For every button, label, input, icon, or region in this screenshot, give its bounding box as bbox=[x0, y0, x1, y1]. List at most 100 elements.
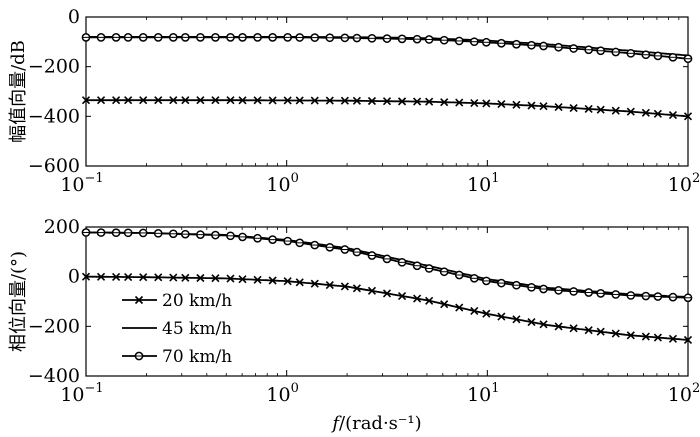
y-axis-label: 相位向量/(°) bbox=[8, 251, 29, 352]
data-point bbox=[611, 329, 620, 338]
data-point bbox=[340, 282, 349, 291]
data-point bbox=[283, 96, 292, 105]
data-point bbox=[512, 100, 521, 109]
data-point bbox=[238, 96, 247, 105]
data-point bbox=[325, 280, 334, 290]
data-point bbox=[539, 320, 548, 329]
data-point bbox=[124, 96, 133, 105]
y-tick-label: −600 bbox=[28, 155, 80, 177]
data-point bbox=[181, 273, 190, 282]
data-point bbox=[268, 96, 277, 105]
data-point bbox=[397, 291, 407, 301]
data-point bbox=[569, 103, 578, 113]
data-point bbox=[413, 97, 422, 106]
data-point bbox=[653, 109, 662, 118]
data-point bbox=[683, 335, 693, 345]
data-point bbox=[470, 98, 479, 108]
data-point bbox=[455, 303, 464, 312]
data-point bbox=[96, 96, 106, 105]
data-point bbox=[310, 279, 319, 288]
data-point bbox=[283, 277, 292, 286]
data-point bbox=[455, 98, 464, 107]
x-tick-label: 10−1 bbox=[60, 381, 103, 406]
y-tick-label: −200 bbox=[28, 315, 80, 337]
data-point bbox=[154, 273, 163, 282]
series-line bbox=[86, 231, 689, 299]
y-tick-label: −400 bbox=[28, 105, 80, 127]
data-point bbox=[169, 96, 178, 105]
data-point bbox=[382, 289, 392, 298]
data-point bbox=[196, 96, 205, 105]
data-point bbox=[611, 106, 620, 115]
data-point bbox=[440, 98, 449, 107]
series-20-km-h bbox=[81, 96, 693, 121]
data-point bbox=[497, 100, 506, 109]
data-point bbox=[425, 97, 434, 106]
data-point bbox=[425, 296, 434, 305]
data-point bbox=[683, 112, 693, 121]
data-point bbox=[367, 96, 377, 106]
y-tick-label: 0 bbox=[68, 6, 80, 28]
data-point bbox=[81, 272, 91, 281]
legend-label-70-km-h: 70 km/h bbox=[162, 347, 232, 367]
series-20-km-h bbox=[81, 272, 693, 345]
series-line bbox=[86, 231, 689, 298]
data-point bbox=[352, 284, 361, 293]
data-point bbox=[482, 99, 491, 108]
legend: 20 km/h 45 km/h 70 km/h bbox=[122, 291, 232, 367]
data-point bbox=[668, 111, 678, 120]
x-tick-label: 10−1 bbox=[60, 171, 103, 196]
data-point bbox=[413, 294, 422, 303]
data-point bbox=[539, 102, 548, 111]
data-point bbox=[527, 318, 536, 327]
data-point bbox=[211, 96, 220, 105]
data-point bbox=[367, 286, 377, 295]
data-point bbox=[154, 96, 163, 105]
data-point bbox=[626, 331, 635, 340]
data-point bbox=[596, 105, 605, 114]
data-point bbox=[169, 273, 178, 282]
y-tick-label: 0 bbox=[68, 266, 80, 288]
y-axis-label: 幅值向量/dB bbox=[8, 40, 29, 143]
series-70-km-h bbox=[81, 33, 693, 64]
data-point bbox=[268, 276, 277, 285]
data-point bbox=[569, 324, 578, 333]
data-point bbox=[81, 96, 91, 105]
data-point bbox=[253, 275, 262, 284]
data-point bbox=[226, 274, 235, 283]
data-point bbox=[124, 272, 133, 282]
legend-marker bbox=[134, 295, 144, 305]
data-point bbox=[554, 322, 563, 331]
y-tick-label: −200 bbox=[28, 56, 80, 78]
series-45-km-h bbox=[86, 231, 689, 298]
legend-label-45-km-h: 45 km/h bbox=[162, 319, 232, 339]
x-tick-label: 101 bbox=[467, 381, 499, 406]
plot-frame bbox=[85, 16, 689, 167]
data-point bbox=[554, 103, 563, 112]
data-point bbox=[139, 96, 148, 105]
data-point bbox=[310, 96, 319, 105]
x-tick-label: 101 bbox=[467, 171, 499, 196]
legend-label-20-km-h: 20 km/h bbox=[162, 291, 232, 311]
data-point bbox=[596, 327, 605, 336]
data-point bbox=[139, 273, 148, 282]
data-point bbox=[295, 278, 304, 287]
data-point bbox=[470, 306, 479, 316]
data-point bbox=[668, 334, 678, 343]
data-point bbox=[641, 332, 650, 341]
data-point bbox=[482, 309, 491, 318]
y-tick-label: 200 bbox=[44, 216, 80, 238]
data-point bbox=[653, 333, 662, 342]
data-point bbox=[527, 101, 536, 110]
data-point bbox=[584, 104, 593, 114]
data-point bbox=[352, 96, 361, 105]
data-point bbox=[96, 272, 106, 281]
data-point bbox=[340, 96, 349, 105]
data-point bbox=[112, 96, 121, 105]
data-point bbox=[253, 96, 262, 105]
data-point bbox=[181, 96, 190, 105]
data-point bbox=[512, 315, 521, 324]
